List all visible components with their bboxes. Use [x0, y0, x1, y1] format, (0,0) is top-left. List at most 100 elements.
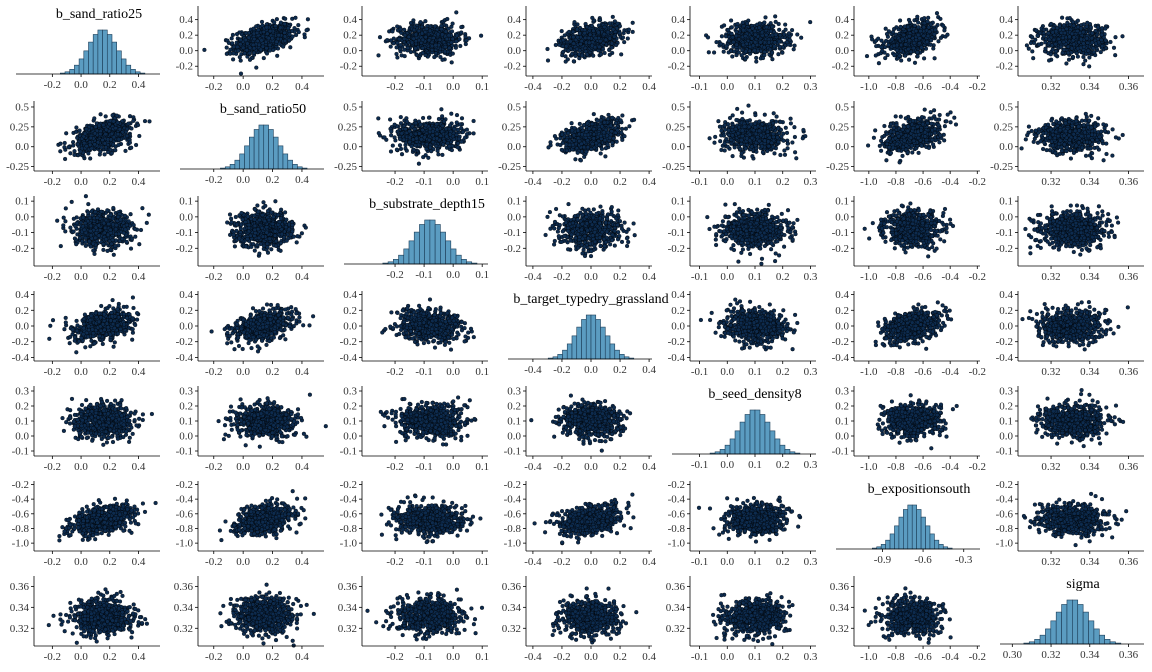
scatter-point	[912, 60, 918, 65]
scatter-point	[224, 45, 229, 50]
scatter-point	[64, 131, 69, 136]
hist-bar	[88, 41, 94, 75]
scatter-point	[1070, 31, 1075, 36]
scatter-point	[619, 52, 624, 57]
scatter-point	[436, 32, 441, 37]
scatter-point	[245, 41, 250, 46]
scatter-point	[442, 49, 448, 54]
scatter-point	[724, 44, 729, 49]
scatter-point	[917, 41, 922, 46]
scatter-point	[773, 14, 778, 19]
scatter-point	[563, 54, 568, 59]
scatter-point	[282, 30, 287, 35]
panel-0-3: -0.4 -0.2 0.0 0.2 0.4-0.20.00.20.4	[504, 6, 656, 93]
scatter-point	[1071, 35, 1077, 40]
scatter-point	[567, 29, 572, 34]
scatter-point	[395, 55, 400, 60]
scatter-point	[137, 133, 142, 139]
y-tick-label: 0.2	[835, 30, 849, 42]
x-tick-label: -1.0	[860, 81, 878, 93]
hist-bar	[244, 145, 250, 170]
scatter-point	[1054, 29, 1059, 34]
scatter-point	[772, 44, 777, 49]
scatter-point	[571, 35, 576, 40]
scatter-point	[1088, 25, 1093, 30]
scatter-point	[1047, 58, 1052, 63]
scatter-point	[408, 49, 413, 55]
scatter-point	[1081, 22, 1086, 27]
scatter-point	[579, 38, 584, 44]
scatter-point	[712, 50, 717, 55]
scatter-point	[408, 20, 414, 26]
scatter-point	[418, 20, 423, 25]
x-tick-label: 0.0	[74, 176, 88, 188]
scatter-point	[261, 29, 266, 34]
scatter-point	[423, 19, 428, 24]
scatter-point	[582, 31, 587, 36]
x-tick-label: 0.0	[720, 81, 734, 93]
scatter-point	[449, 111, 454, 116]
scatter-point	[791, 47, 796, 52]
scatter-point	[743, 49, 748, 54]
scatter-point	[792, 43, 797, 48]
scatter-point	[1064, 61, 1069, 66]
scatter-point	[1041, 27, 1046, 32]
scatter-point	[391, 41, 396, 46]
scatter-point	[602, 32, 607, 37]
scatter-point	[439, 107, 444, 112]
x-tick-label: 0.0	[584, 81, 598, 93]
scatter-point	[75, 142, 80, 147]
scatter-point	[1099, 37, 1104, 43]
y-tick-label: 0.5	[15, 101, 29, 113]
scatter-point	[68, 151, 73, 156]
scatter-point	[395, 40, 400, 46]
scatter-point	[753, 32, 758, 37]
x-tick-label: 0.2	[266, 174, 280, 186]
scatter-point	[464, 38, 469, 43]
scatter-point	[942, 28, 947, 33]
scatter-point	[734, 42, 739, 47]
x-tick-label: 0.0	[74, 79, 88, 91]
hist-bar	[239, 153, 245, 170]
scatter-point	[84, 144, 89, 149]
y-tick-label: 0.4	[835, 14, 849, 26]
scatter-point	[1090, 31, 1095, 36]
scatter-point	[795, 32, 800, 37]
scatter-point	[267, 48, 272, 53]
scatter-point	[938, 16, 943, 21]
panel-0-6: 0.32 0.34 0.36-0.20.00.20.4	[996, 6, 1144, 93]
scatter-point	[1060, 35, 1065, 40]
scatter-point	[455, 127, 460, 132]
scatter-point	[114, 113, 119, 118]
x-tick-label: 0.4	[132, 176, 146, 188]
scatter-point	[914, 28, 919, 34]
scatter-point	[1028, 40, 1033, 46]
scatter-point	[603, 37, 608, 42]
scatter-point	[593, 36, 598, 41]
scatter-point	[545, 46, 550, 52]
scatter-point	[84, 127, 89, 132]
scatter-point	[252, 46, 257, 51]
scatter-point	[402, 54, 407, 59]
scatter-point	[1100, 44, 1105, 49]
scatter-point	[762, 45, 767, 50]
scatter-point	[437, 37, 442, 42]
scatter-point	[945, 32, 950, 37]
scatter-point	[1033, 37, 1038, 42]
scatter-point	[763, 15, 768, 20]
x-tick-label: 0.2	[266, 81, 280, 93]
scatter-point	[1071, 42, 1076, 47]
scatter-point	[113, 126, 118, 131]
x-tick-label: -0.1	[415, 81, 432, 93]
scatter-point	[736, 50, 741, 55]
scatter-point	[261, 56, 266, 61]
scatter-point	[1081, 62, 1086, 67]
panel-0-5: -1.0 -0.8 -0.6 -0.4 -0.2-0.20.00.20.4	[832, 6, 986, 93]
scatter-point	[479, 33, 484, 38]
scatter-point	[116, 142, 121, 148]
scatter-point	[915, 50, 920, 55]
x-tick-label: 0.4	[642, 81, 656, 93]
hist-bar	[92, 34, 99, 75]
scatter-point	[1081, 30, 1086, 35]
scatter-point	[449, 60, 454, 65]
